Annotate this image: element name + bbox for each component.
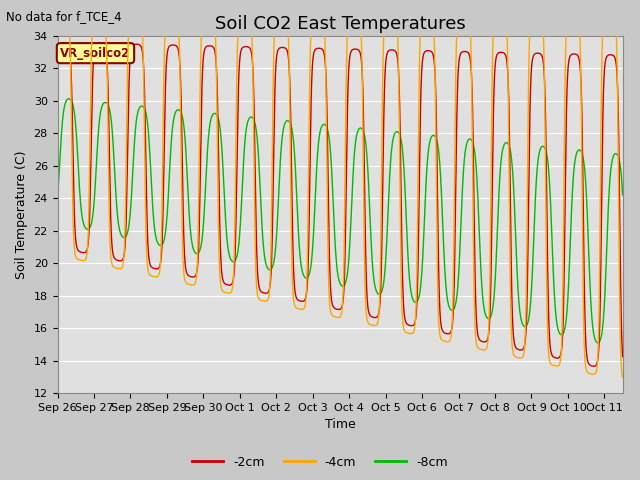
Text: No data for f_TCE_4: No data for f_TCE_4 bbox=[6, 10, 122, 23]
X-axis label: Time: Time bbox=[324, 419, 355, 432]
Y-axis label: Soil Temperature (C): Soil Temperature (C) bbox=[15, 150, 28, 279]
Title: Soil CO2 East Temperatures: Soil CO2 East Temperatures bbox=[214, 15, 465, 33]
Legend: -2cm, -4cm, -8cm: -2cm, -4cm, -8cm bbox=[187, 451, 453, 474]
Text: VR_soilco2: VR_soilco2 bbox=[60, 47, 131, 60]
